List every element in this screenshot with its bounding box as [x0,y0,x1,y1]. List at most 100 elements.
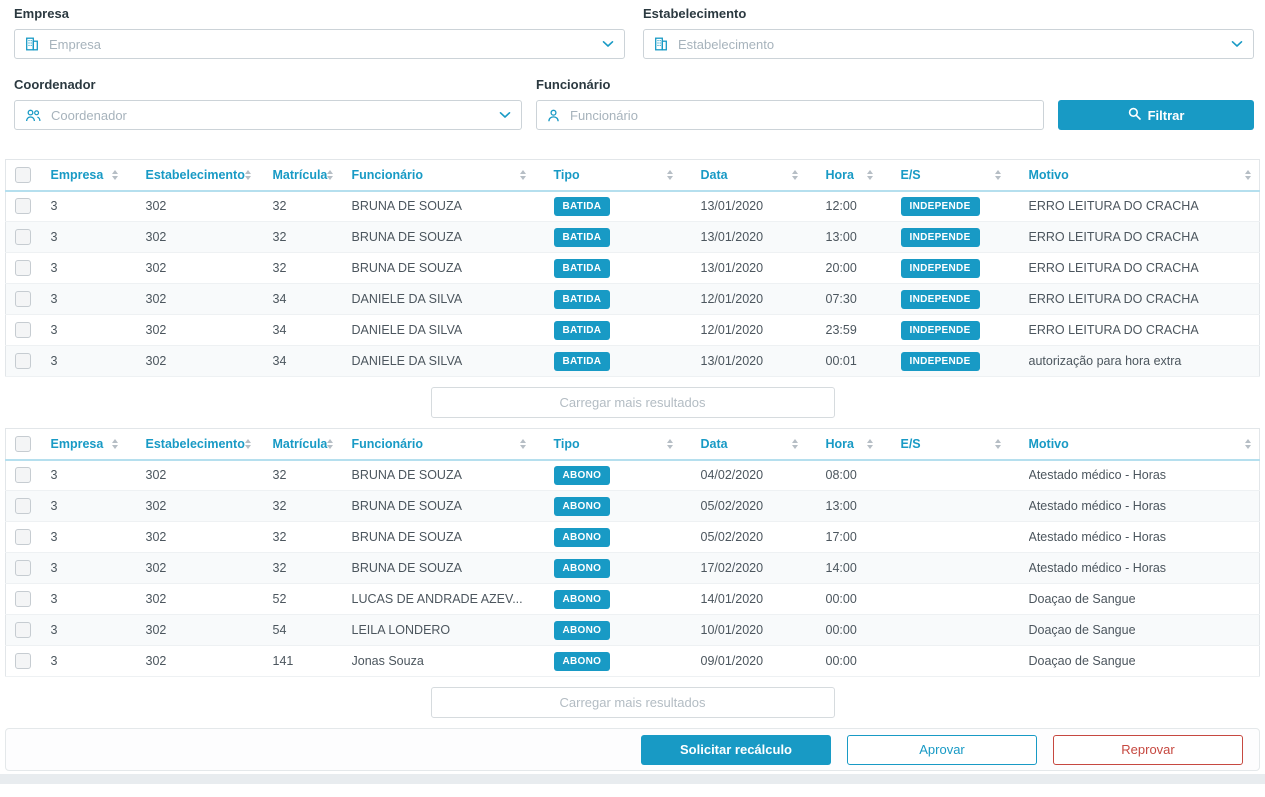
tipo-badge: ABONO [553,620,611,640]
coordenador-input[interactable] [49,106,491,124]
column-header-estabelecimento[interactable]: Estabelecimento [145,428,273,461]
person-icon [547,109,560,122]
row-checkbox-cell [5,221,51,253]
table-cell: 3 [50,314,146,346]
estabelecimento-label: Estabelecimento [643,6,747,21]
table-cell: 32 [272,221,352,253]
table-row: 3 302 32 BRUNA DE SOUZA ABONO 04/02/2020 08:00… [5,459,1260,491]
column-header-tipo[interactable]: Tipo [553,159,701,192]
column-header-empresa[interactable]: Empresa [50,428,146,461]
column-header-es[interactable]: E/S [900,428,1029,461]
column-header-data[interactable]: Data [700,428,826,461]
estabelecimento-input[interactable] [676,35,1223,53]
select-all-header[interactable] [5,159,51,192]
table-cell: 13:00 [825,490,901,522]
es-badge: INDEPENDE [900,227,980,247]
load-more-button[interactable]: Carregar mais resultados [430,387,835,418]
sort-arrows-icon [520,439,526,449]
building-icon [654,37,668,51]
table-cell: LEILA LONDERO [351,614,554,646]
table-cell: ERRO LEITURA DO CRACHA [1028,283,1260,315]
empresa-input[interactable] [47,35,594,53]
reprovar-button[interactable]: Reprovar [1053,734,1243,765]
row-checkbox[interactable] [15,353,31,369]
chevron-down-icon[interactable] [499,111,511,119]
column-header-matricula[interactable]: Matrícula [272,159,352,192]
column-header-matricula[interactable]: Matrícula [272,428,352,461]
aprovar-button[interactable]: Aprovar [847,734,1037,765]
table-cell: ERRO LEITURA DO CRACHA [1028,314,1260,346]
table-cell: 08:00 [825,459,901,491]
table-cell: 302 [145,345,273,377]
coordenador-label: Coordenador [14,77,96,92]
chevron-down-icon[interactable] [1231,40,1243,48]
row-checkbox[interactable] [15,560,31,576]
column-header-es[interactable]: E/S [900,159,1029,192]
column-header-motivo[interactable]: Motivo [1028,428,1260,461]
row-checkbox[interactable] [15,322,31,338]
funcionario-combo[interactable] [536,100,1044,130]
table-row: 3 302 32 BRUNA DE SOUZA BATIDA 13/01/2020 20:0… [5,252,1260,284]
row-checkbox-cell [5,490,51,522]
table-cell: 14/01/2020 [700,583,826,615]
row-checkbox[interactable] [15,291,31,307]
row-checkbox[interactable] [15,498,31,514]
row-checkbox[interactable] [15,529,31,545]
select-all-header[interactable] [5,428,51,461]
column-header-tipo[interactable]: Tipo [553,428,701,461]
table-cell: Atestado médico - Horas [1028,490,1260,522]
table-cell: 302 [145,459,273,491]
row-checkbox[interactable] [15,622,31,638]
row-checkbox-cell [5,552,51,584]
tipo-badge: ABONO [553,651,611,671]
table-cell: 04/02/2020 [700,459,826,491]
table-cell: 141 [272,645,352,677]
table-cell: 13/01/2020 [700,345,826,377]
row-checkbox[interactable] [15,591,31,607]
column-header-funcionario[interactable]: Funcionário [351,159,554,192]
row-checkbox-cell [5,583,51,615]
table-cell: INDEPENDE [900,345,1029,377]
column-header-empresa[interactable]: Empresa [50,159,146,192]
table-cell: INDEPENDE [900,283,1029,315]
column-header-funcionario[interactable]: Funcionário [351,428,554,461]
column-header-hora[interactable]: Hora [825,159,901,192]
es-badge: INDEPENDE [900,351,980,371]
empresa-combo[interactable] [14,29,625,59]
table-cell: ABONO [553,645,701,677]
table-cell: BRUNA DE SOUZA [351,459,554,491]
sort-arrows-icon [867,170,873,180]
load-more-button[interactable]: Carregar mais resultados [430,687,835,718]
select-all-checkbox[interactable] [15,166,31,183]
table-cell: 13/01/2020 [700,221,826,253]
row-checkbox[interactable] [15,653,31,669]
table-cell: 00:00 [825,583,901,615]
filtrar-button[interactable]: Filtrar [1058,100,1254,130]
row-checkbox-cell [5,190,51,222]
table-cell: Atestado médico - Horas [1028,459,1260,491]
estabelecimento-field: Estabelecimento [643,6,1254,59]
table-cell: BATIDA [553,190,701,222]
select-all-checkbox[interactable] [15,435,31,452]
funcionario-input[interactable] [568,106,1033,124]
row-checkbox[interactable] [15,229,31,245]
table-cell: 14:00 [825,552,901,584]
column-header-estabelecimento[interactable]: Estabelecimento [145,159,273,192]
estabelecimento-combo[interactable] [643,29,1254,59]
coordenador-field: Coordenador [14,77,522,130]
coordenador-combo[interactable] [14,100,522,130]
row-checkbox[interactable] [15,198,31,215]
column-header-motivo[interactable]: Motivo [1028,159,1260,192]
row-checkbox[interactable] [15,260,31,276]
column-header-hora[interactable]: Hora [825,428,901,461]
table-cell: 34 [272,314,352,346]
table-cell: 12/01/2020 [700,283,826,315]
solicitar-recalculo-button[interactable]: Solicitar recálculo [641,734,831,765]
row-checkbox[interactable] [15,467,31,484]
table-cell: Doaçao de Sangue [1028,614,1260,646]
column-header-data[interactable]: Data [700,159,826,192]
people-icon [25,109,41,122]
table-cell: 00:00 [825,645,901,677]
table-cell: BATIDA [553,252,701,284]
chevron-down-icon[interactable] [602,40,614,48]
